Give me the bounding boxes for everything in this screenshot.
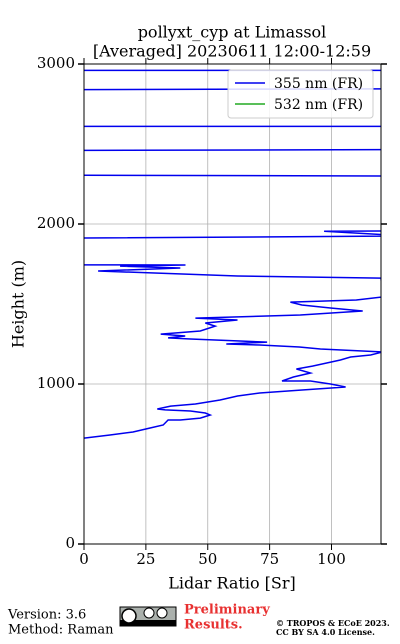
sa-icon — [156, 607, 168, 619]
y-tick-label: 2000 — [37, 214, 75, 232]
status: Results. — [184, 618, 243, 633]
legend-label: 532 nm (FR) — [274, 97, 363, 113]
x-tick-label: 100 — [317, 550, 346, 568]
method: Method: Raman — [8, 623, 114, 638]
cc-icon — [121, 608, 137, 624]
plot-frame — [83, 63, 382, 545]
copyright: CC BY SA 4.0 License. — [276, 627, 375, 637]
x-tick-label: 50 — [198, 550, 217, 568]
copyright: © TROPOS & ECoE 2023. — [276, 618, 390, 628]
y-tick-label: 1000 — [37, 374, 75, 392]
x-axis-label: Lidar Ratio [Sr] — [168, 574, 296, 593]
y-tick-label: 0 — [65, 534, 75, 552]
cc-badge-band — [120, 620, 176, 626]
data-line — [84, 69, 381, 439]
chart-title: pollyxt_cyp at Limassol — [138, 23, 327, 42]
legend-box — [227, 69, 374, 119]
version: Version: 3.6 — [7, 608, 86, 623]
x-tick-label: 0 — [79, 550, 89, 568]
status: Preliminary — [184, 603, 270, 618]
footer: Version: 3.6 Method: Raman Preliminary R… — [7, 603, 390, 638]
legend-label: 355 nm (FR) — [274, 76, 363, 92]
y-axis-label: Height (m) — [9, 260, 28, 348]
by-icon — [143, 607, 155, 619]
plot-area — [84, 69, 381, 439]
x-tick-label: 75 — [260, 550, 279, 568]
x-tick-label: 25 — [136, 550, 155, 568]
y-tick-label: 3000 — [37, 54, 75, 72]
chart-title: [Averaged] 20230611 12:00-12:59 — [93, 42, 371, 61]
